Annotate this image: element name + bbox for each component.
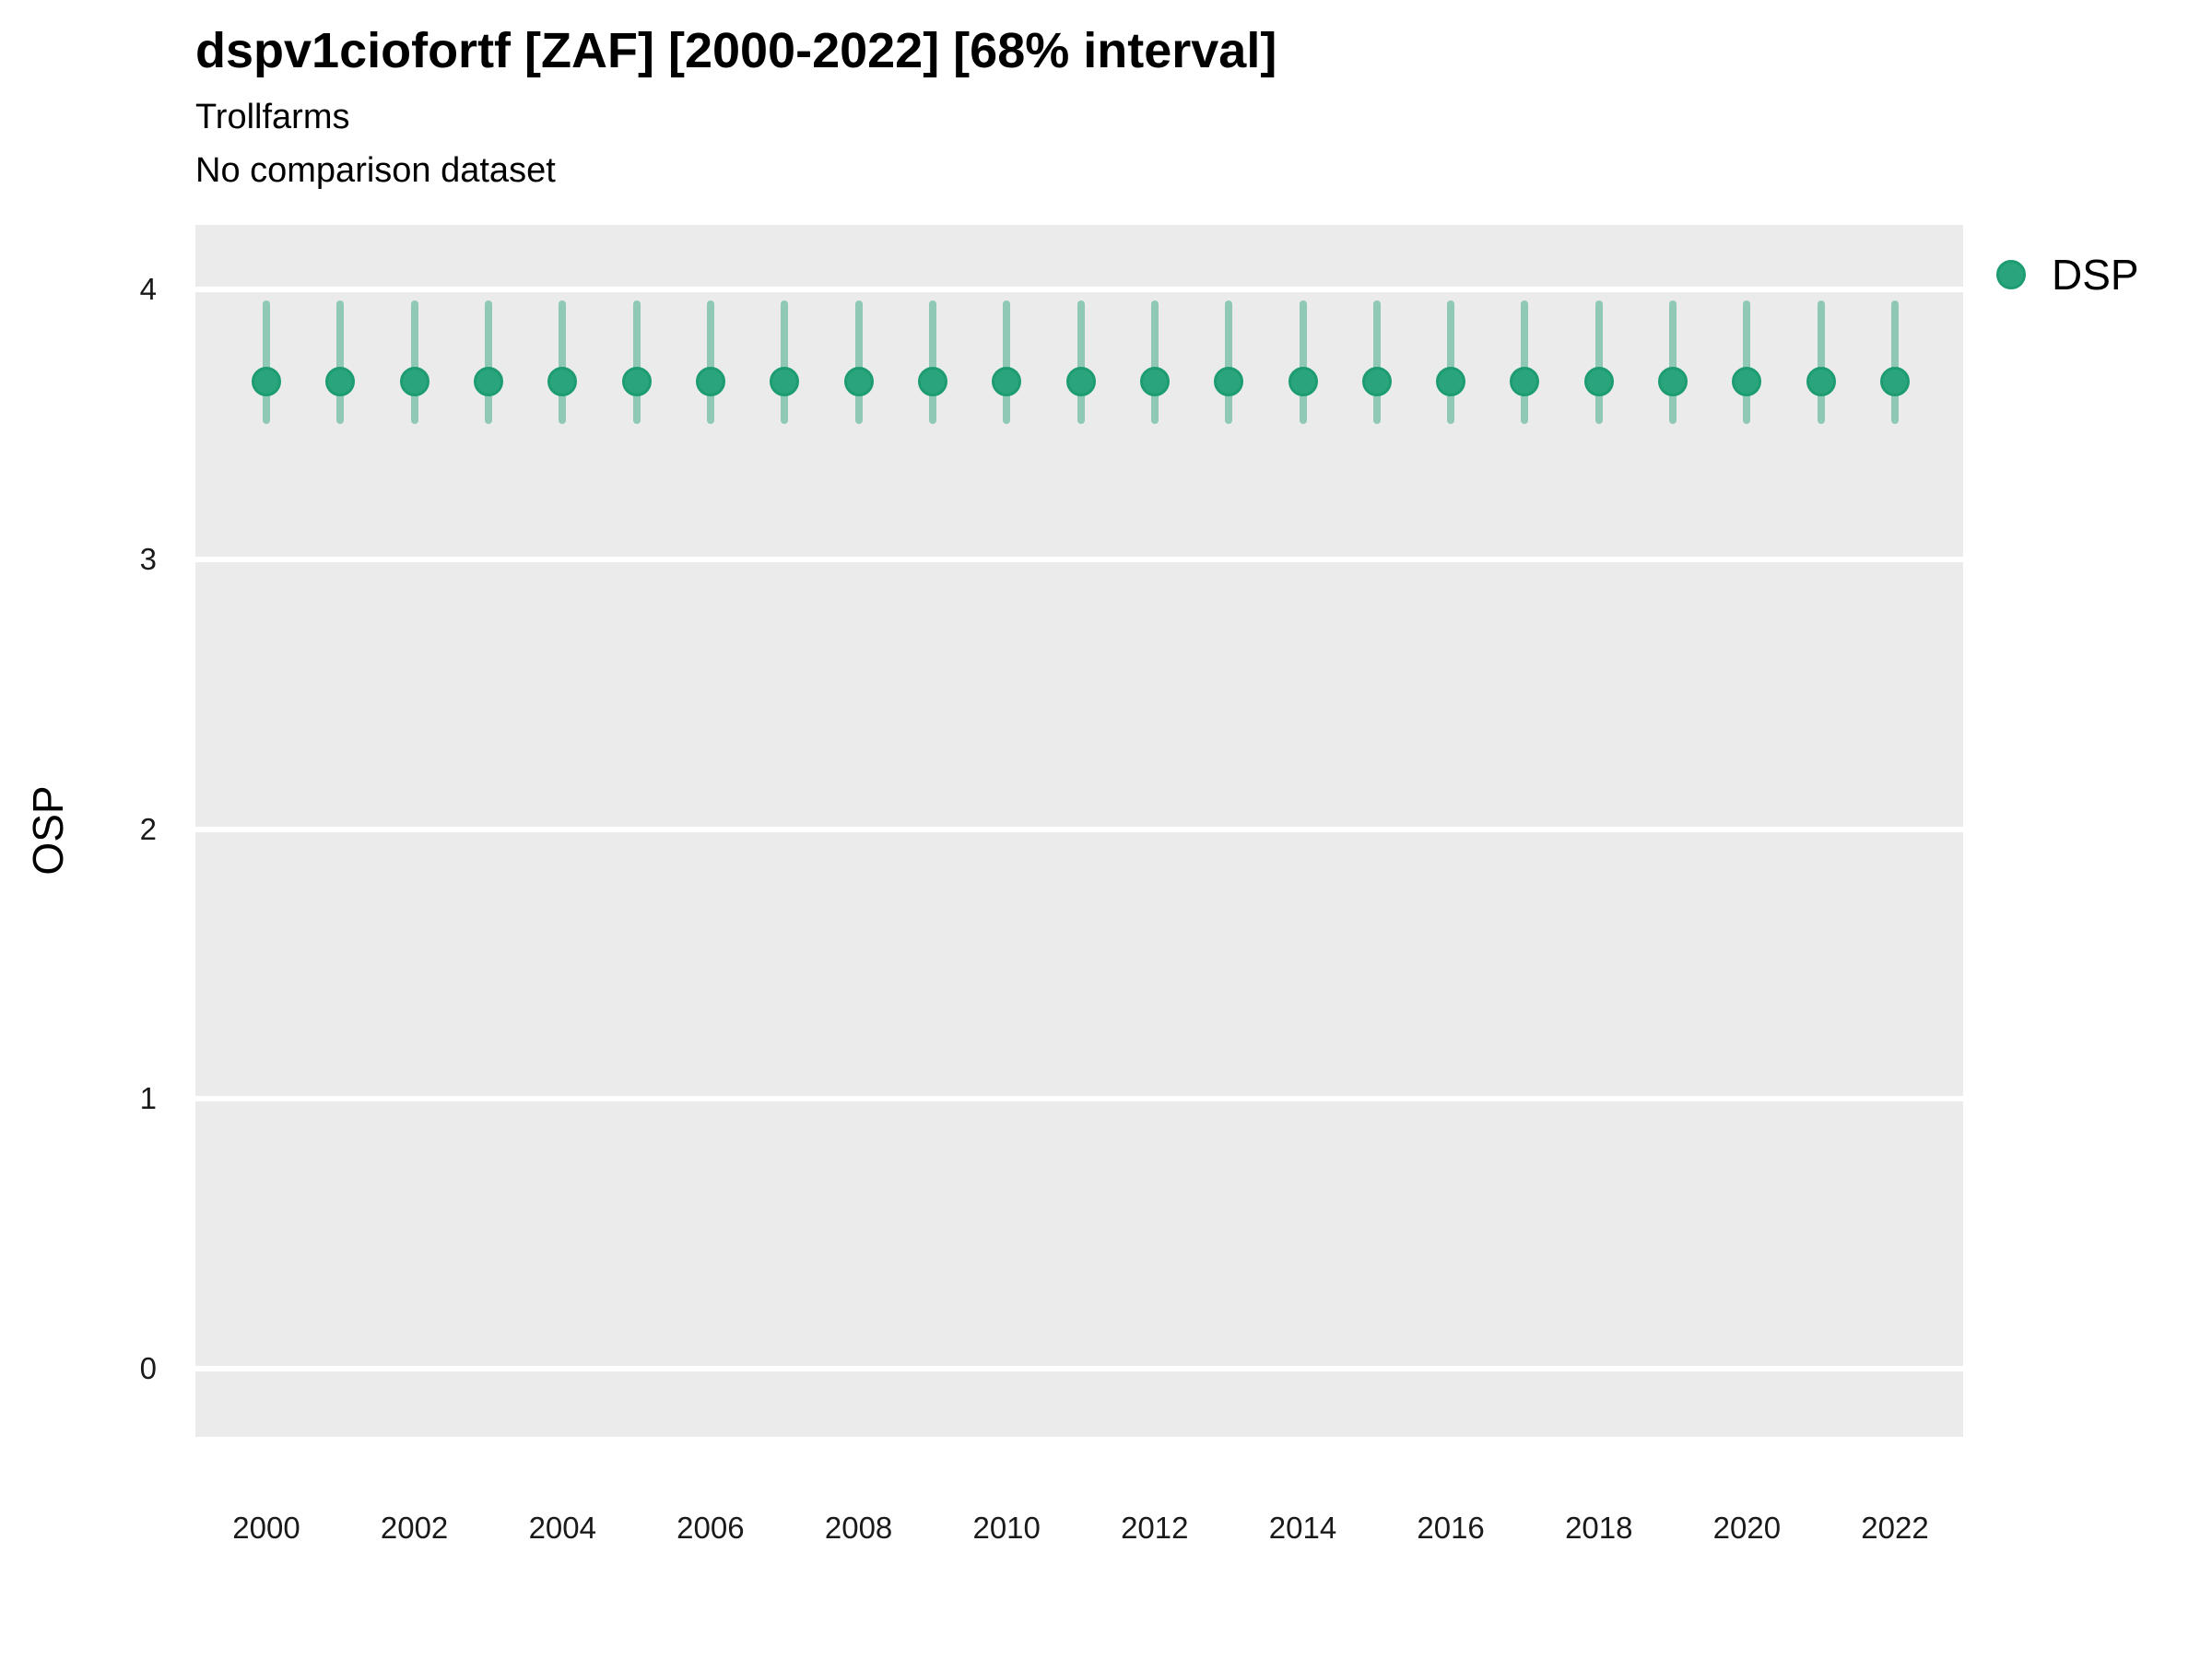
interval-bar-2002 xyxy=(410,300,418,425)
x-tick-label-2018: 2018 xyxy=(1565,1511,1633,1545)
data-point-2002 xyxy=(399,366,429,396)
interval-bar-2014 xyxy=(1299,300,1307,425)
data-point-2014 xyxy=(1288,366,1318,396)
legend-dsp-swatch-icon xyxy=(1996,260,2026,289)
x-tick-label-2010: 2010 xyxy=(972,1511,1041,1545)
data-point-2001 xyxy=(325,366,356,396)
interval-bar-2011 xyxy=(1077,300,1085,425)
interval-bar-2009 xyxy=(928,300,936,425)
interval-bar-2007 xyxy=(781,300,789,425)
interval-bar-2005 xyxy=(632,300,641,425)
legend: DSP xyxy=(1996,250,2139,300)
x-tick-label-2022: 2022 xyxy=(1861,1511,1929,1545)
data-point-2015 xyxy=(1361,366,1392,396)
y-tick-label-3: 3 xyxy=(139,541,157,576)
interval-bar-2000 xyxy=(263,300,270,425)
y-tick-label-4: 4 xyxy=(139,272,157,306)
data-point-2009 xyxy=(917,366,947,396)
interval-bar-2018 xyxy=(1594,300,1603,425)
data-point-2021 xyxy=(1806,366,1836,396)
interval-bar-2003 xyxy=(485,300,492,425)
data-point-2017 xyxy=(1510,366,1540,396)
interval-bar-2021 xyxy=(1817,300,1825,425)
data-point-2016 xyxy=(1436,366,1466,396)
legend-dsp-label: DSP xyxy=(2052,251,2139,299)
interval-bar-2013 xyxy=(1225,300,1233,425)
y-tick-label-0: 0 xyxy=(139,1351,157,1385)
interval-bar-2022 xyxy=(1891,300,1899,425)
interval-bar-2017 xyxy=(1521,300,1529,425)
data-point-2020 xyxy=(1732,366,1762,396)
gridline-y-3 xyxy=(195,556,1963,562)
chart-comparison-note: No comparison dataset xyxy=(195,151,556,190)
interval-bar-2020 xyxy=(1743,300,1751,425)
plot-panel xyxy=(195,225,1963,1437)
data-point-2005 xyxy=(621,366,652,396)
interval-bar-2012 xyxy=(1150,300,1159,425)
chart-title: dspv1ciofortf [ZAF] [2000-2022] [68% int… xyxy=(195,23,1277,78)
x-tick-label-2006: 2006 xyxy=(677,1511,745,1545)
y-tick-label-1: 1 xyxy=(139,1081,157,1116)
gridline-y-0 xyxy=(195,1366,1963,1371)
data-point-2012 xyxy=(1139,366,1170,396)
x-tick-label-2012: 2012 xyxy=(1121,1511,1189,1545)
data-point-2022 xyxy=(1880,366,1910,396)
interval-bar-2004 xyxy=(559,300,567,425)
x-tick-label-2020: 2020 xyxy=(1712,1511,1782,1545)
data-point-2000 xyxy=(252,366,281,396)
data-point-2013 xyxy=(1214,366,1244,396)
interval-bar-2001 xyxy=(336,300,345,425)
data-point-2010 xyxy=(992,366,1022,396)
data-point-2007 xyxy=(770,366,800,396)
interval-bar-2010 xyxy=(1003,300,1011,425)
x-tick-label-2008: 2008 xyxy=(824,1511,893,1545)
interval-bar-2006 xyxy=(706,300,714,425)
data-point-2019 xyxy=(1658,366,1688,396)
gridline-y-4 xyxy=(195,287,1963,292)
x-tick-label-2002: 2002 xyxy=(380,1511,449,1545)
data-point-2008 xyxy=(843,366,874,396)
chart-subtitle: Trollfarms xyxy=(195,98,350,136)
data-point-2004 xyxy=(547,366,578,396)
x-tick-label-2014: 2014 xyxy=(1268,1511,1337,1545)
gridline-y-1 xyxy=(195,1096,1963,1102)
x-tick-label-2016: 2016 xyxy=(1417,1511,1485,1545)
y-tick-label-2: 2 xyxy=(139,811,157,846)
interval-bar-2019 xyxy=(1669,300,1677,425)
interval-bar-2008 xyxy=(854,300,863,425)
data-point-2003 xyxy=(474,366,503,396)
data-point-2011 xyxy=(1065,366,1096,396)
x-tick-label-2000: 2000 xyxy=(232,1511,300,1545)
data-point-2018 xyxy=(1583,366,1614,396)
interval-bar-2015 xyxy=(1372,300,1381,425)
data-point-2006 xyxy=(695,366,725,396)
x-tick-label-2004: 2004 xyxy=(528,1511,596,1545)
gridline-y-2 xyxy=(195,826,1963,832)
interval-bar-2016 xyxy=(1447,300,1455,425)
